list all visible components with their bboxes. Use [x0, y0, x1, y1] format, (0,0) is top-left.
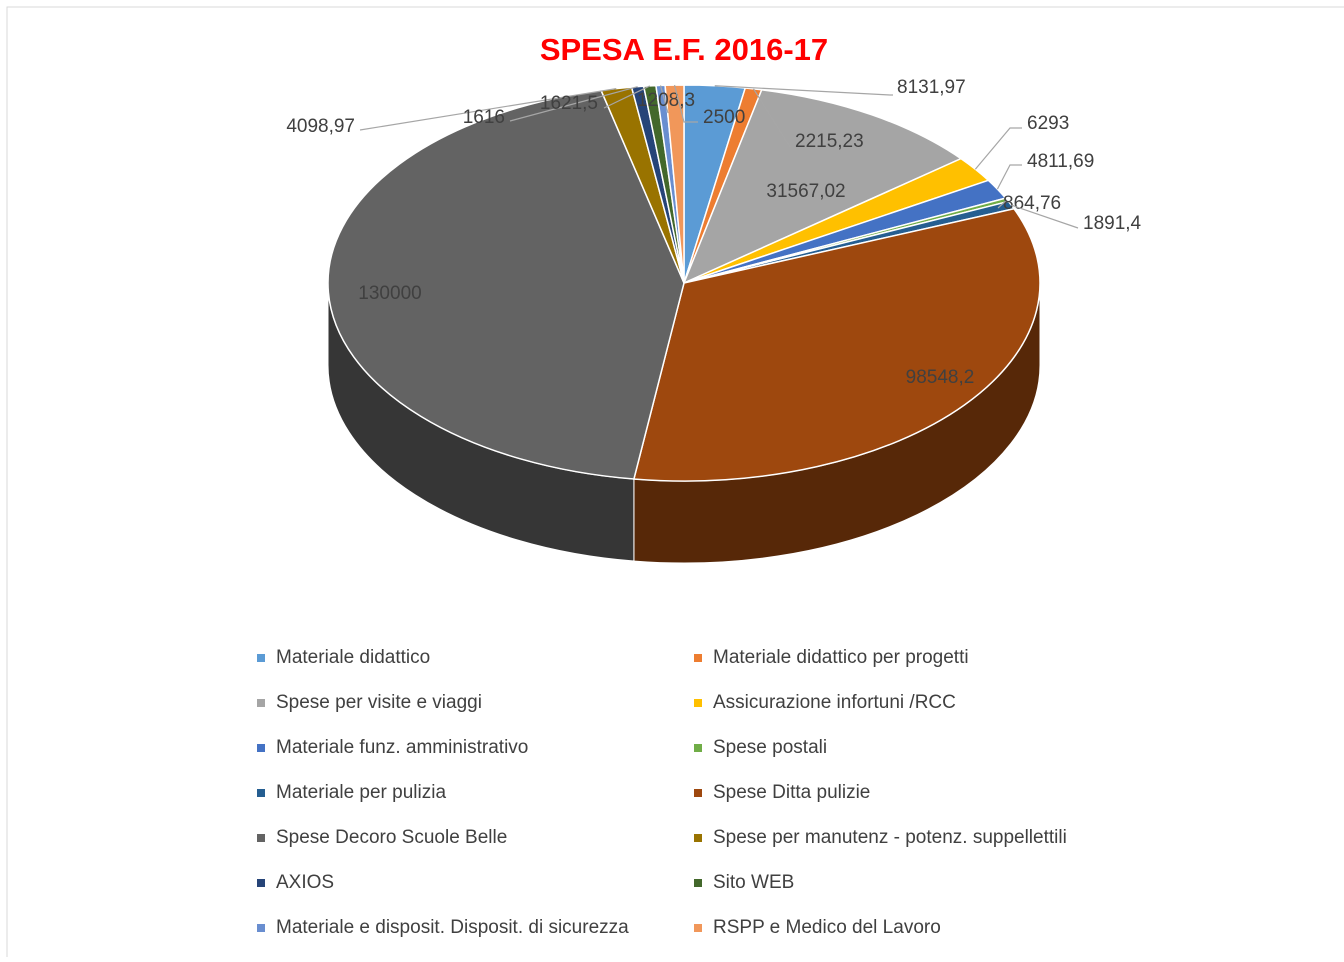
chart-title: SPESA E.F. 2016-17 [540, 32, 828, 67]
legend-label: Materiale funz. amministrativo [276, 737, 528, 758]
leader-line [673, 84, 698, 123]
data-label: 1621,5 [540, 93, 598, 114]
legend-label: Materiale per pulizia [276, 782, 446, 803]
data-label: 1616 [463, 107, 505, 128]
legend-label: Spese Ditta pulizie [713, 782, 870, 803]
data-label: 31567,02 [766, 181, 845, 202]
legend-label: RSPP e Medico del Lavoro [713, 917, 941, 938]
legend-label: AXIOS [276, 872, 334, 893]
leader-line [359, 88, 617, 131]
legend-label: Spese per manutenz - potenz. suppelletti… [713, 827, 1067, 848]
legend-label: Sito WEB [713, 872, 794, 893]
legend-swatch [257, 924, 265, 932]
data-label: 2500 [703, 107, 745, 128]
legend-swatch [694, 879, 702, 887]
leader-line [1011, 204, 1079, 229]
data-label: 6293 [1027, 113, 1069, 134]
slice [664, 84, 685, 284]
leader-line [509, 86, 638, 122]
leader-line [997, 199, 1008, 209]
legend-swatch [257, 879, 265, 887]
slice [682, 88, 963, 285]
legend-swatch [257, 789, 265, 797]
legend-label: Spese Decoro Scuole Belle [276, 827, 507, 848]
leader-line [996, 164, 1022, 190]
leader-line [659, 85, 669, 114]
legend-swatch [694, 744, 702, 752]
data-label: 8131,97 [897, 77, 966, 98]
slice [632, 207, 1041, 482]
legend-swatch [694, 834, 702, 842]
leader-line [714, 85, 893, 96]
legend-label: Spese postali [713, 737, 827, 758]
legend-label: Materiale e disposit. Disposit. di sicur… [276, 917, 629, 938]
leader-line [753, 88, 791, 148]
legend-swatch [694, 789, 702, 797]
legend-label: Materiale didattico [276, 647, 430, 668]
legend-swatch [694, 654, 702, 662]
slice [327, 89, 685, 480]
legend-swatch [257, 834, 265, 842]
legend-label: Materiale didattico per progetti [713, 647, 969, 668]
legend-label: Spese per visite e viaggi [276, 692, 482, 713]
legend-label: Assicurazione infortuni /RCC [713, 692, 956, 713]
leader-line [603, 85, 651, 109]
data-label: 2215,23 [795, 131, 864, 152]
data-label: 1891,4 [1083, 213, 1142, 234]
data-label: 130000 [358, 283, 421, 304]
data-label: 864,76 [1003, 193, 1061, 214]
leader-line [974, 127, 1022, 170]
data-label: 1208,3 [637, 90, 695, 111]
legend-swatch [694, 699, 702, 707]
legend-swatch [257, 654, 265, 662]
legend-swatch [257, 699, 265, 707]
data-label: 4098,97 [286, 116, 355, 137]
legend-swatch [257, 744, 265, 752]
data-label: 98548,2 [906, 367, 975, 388]
data-label: 4811,69 [1027, 151, 1094, 172]
legend-swatch [694, 924, 702, 932]
